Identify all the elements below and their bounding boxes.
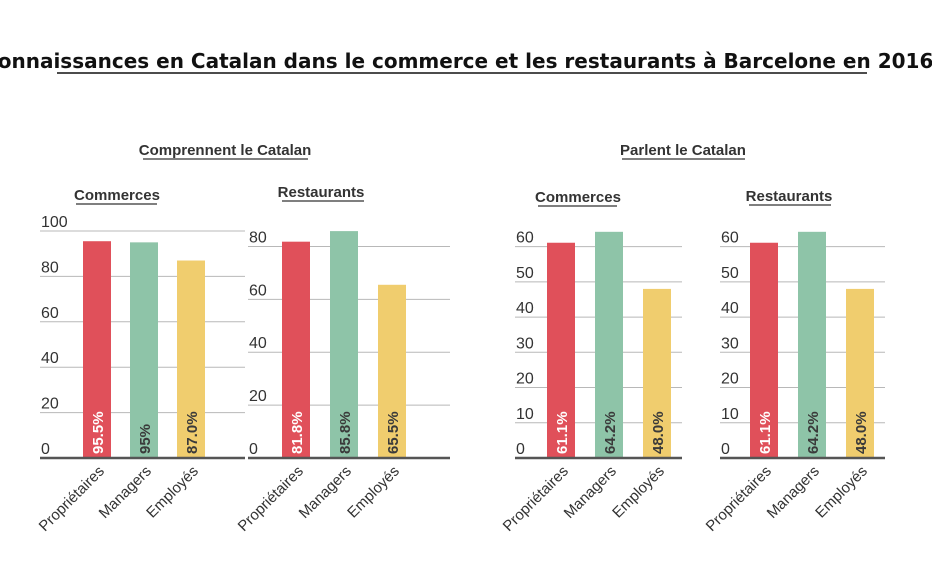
y-tick-label: 20 [41, 396, 59, 413]
bar-employes [846, 288, 874, 458]
bar-proprietaires [547, 242, 575, 458]
bar-managers [595, 231, 623, 458]
y-tick-label: 100 [41, 214, 68, 231]
y-tick-label: 60 [249, 282, 267, 299]
bar-managers [130, 242, 158, 458]
bar-employes [177, 260, 205, 458]
chart-title: Commerces [535, 189, 621, 206]
y-tick-label: 80 [41, 259, 59, 276]
bar-value-label: 48.0% [853, 411, 870, 454]
group-title-comprennent: Comprennent le Catalan [139, 142, 312, 159]
x-tick-label: Propriétaires [235, 463, 307, 535]
bar-value-label: 87.0% [184, 411, 201, 454]
x-tick-label: Managers [296, 463, 355, 522]
bar-value-label: 61.1% [757, 411, 774, 454]
y-tick-label: 20 [249, 388, 267, 405]
chart-panel: Restaurants 0 10 20 30 40 50 60 61.1% Propriétair… [703, 188, 885, 535]
y-tick-label: 50 [721, 265, 739, 282]
x-tick-label: Employés [143, 463, 202, 522]
y-tick-label: 60 [41, 305, 59, 322]
bar-value-label: 65.5% [385, 411, 402, 454]
y-tick-label: 80 [249, 229, 267, 246]
bar-value-label: 64.2% [805, 411, 822, 454]
y-tick-label: 10 [516, 406, 534, 423]
y-tick-label: 40 [41, 350, 59, 367]
x-tick-label: Managers [764, 463, 823, 522]
bar-value-label: 81.8% [289, 411, 306, 454]
y-tick-label: 60 [721, 230, 739, 247]
bar-value-label: 61.1% [554, 411, 571, 454]
bar-proprietaires [750, 242, 778, 458]
y-tick-label: 40 [516, 300, 534, 317]
y-tick-label: 40 [249, 335, 267, 352]
bar-value-label: 64.2% [602, 411, 619, 454]
chart-title: Restaurants [746, 188, 833, 205]
y-tick-label: 60 [516, 230, 534, 247]
page-title: Connaissances en Catalan dans le commerc… [0, 49, 932, 73]
x-tick-label: Propriétaires [703, 463, 775, 535]
chart-panel: Restaurants 0 20 40 60 80 81.8% Propriétaires 85… [235, 184, 450, 535]
bar-value-label: 95.5% [90, 411, 107, 454]
x-tick-label: Managers [561, 463, 620, 522]
bar-value-label: 48.0% [650, 411, 667, 454]
y-tick-label: 0 [41, 441, 50, 458]
y-tick-label: 0 [721, 441, 730, 458]
bar-proprietaires [282, 241, 310, 458]
bar-proprietaires [83, 241, 111, 458]
chart-panel: Commerces 0 20 40 60 80 100 95.5% Propriétaires 9… [36, 187, 245, 535]
chart-title: Commerces [74, 187, 160, 204]
chart-panel: Commerces 0 10 20 30 40 50 60 61.1% Propriétaires… [500, 189, 682, 535]
y-tick-label: 20 [516, 371, 534, 388]
bar-value-label: 95% [137, 424, 154, 454]
y-tick-label: 0 [249, 441, 258, 458]
chart-title: Restaurants [278, 184, 365, 201]
bar-value-label: 85.8% [337, 411, 354, 454]
x-tick-label: Employés [812, 463, 871, 522]
x-tick-label: Propriétaires [500, 463, 572, 535]
bar-employes [378, 284, 406, 458]
bar-managers [798, 231, 826, 458]
y-tick-label: 30 [516, 335, 534, 352]
y-tick-label: 20 [721, 371, 739, 388]
group-title-parlent: Parlent le Catalan [620, 142, 746, 159]
bar-managers [330, 231, 358, 458]
y-tick-label: 40 [721, 300, 739, 317]
y-tick-label: 50 [516, 265, 534, 282]
x-tick-label: Employés [609, 463, 668, 522]
y-tick-label: 30 [721, 335, 739, 352]
bar-employes [643, 288, 671, 458]
y-tick-label: 0 [516, 441, 525, 458]
x-tick-label: Employés [344, 463, 403, 522]
x-tick-label: Propriétaires [36, 463, 108, 535]
y-tick-label: 10 [721, 406, 739, 423]
